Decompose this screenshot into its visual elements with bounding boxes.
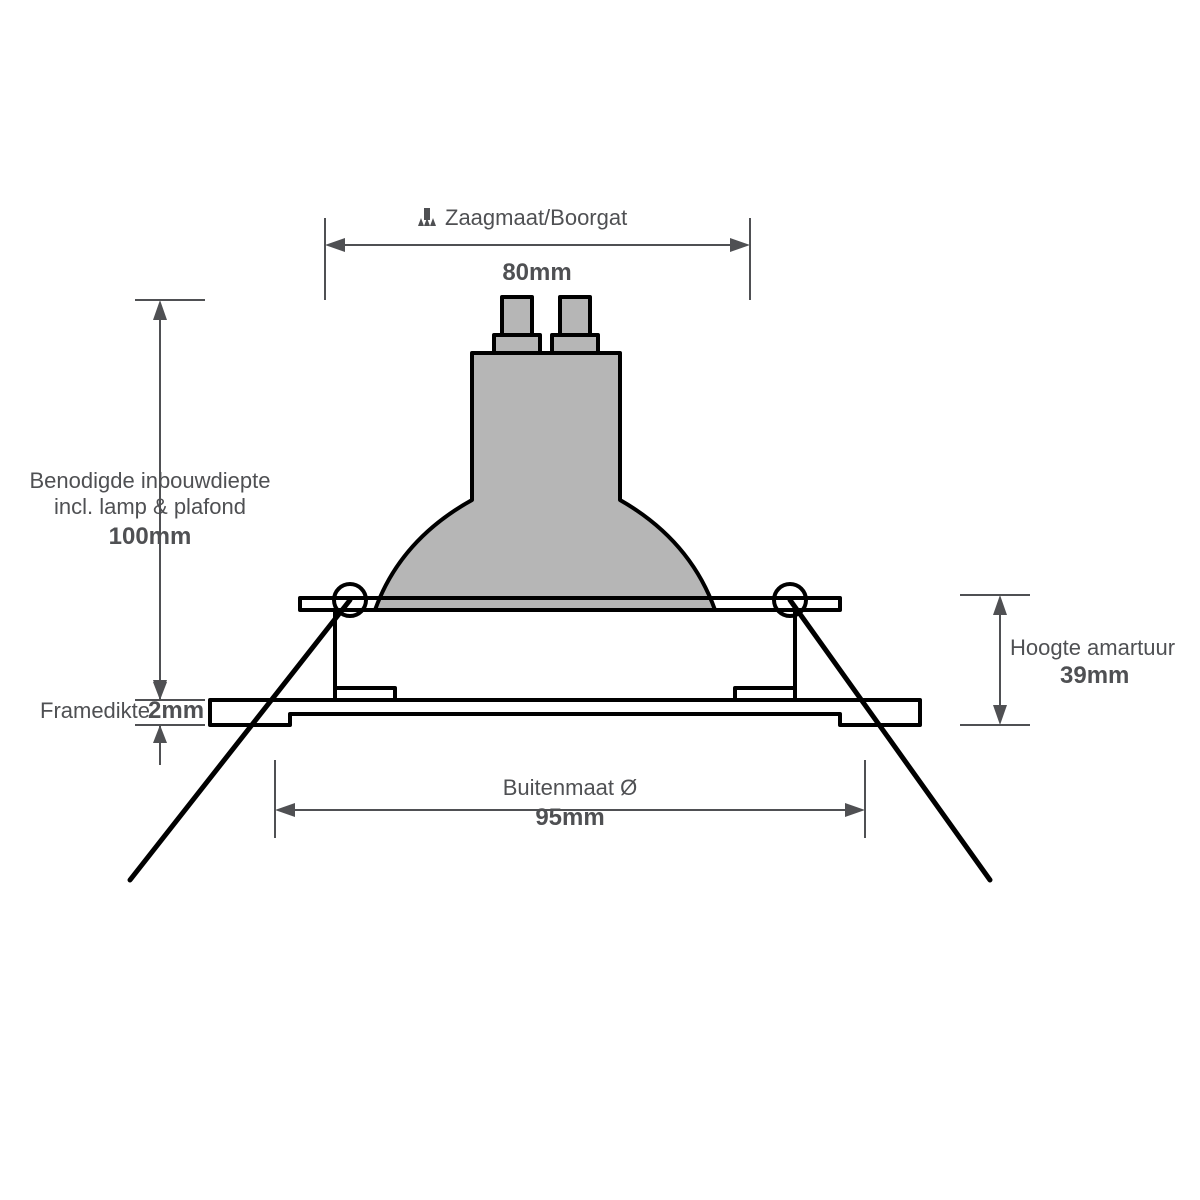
dim-cutout: Zaagmaat/Boorgat 80mm — [325, 205, 750, 300]
holesaw-icon — [418, 208, 436, 226]
dim-outer-label: Buitenmaat Ø — [503, 775, 638, 800]
dim-frame-thickness: Framedikte 2mm — [40, 660, 205, 765]
gu10-bulb — [375, 297, 715, 610]
technical-drawing: Zaagmaat/Boorgat 80mm — [0, 0, 1200, 1200]
dim-depth-label1: Benodigde inbouwdiepte — [30, 468, 271, 493]
dim-outer-diameter: Buitenmaat Ø 95mm — [275, 760, 865, 838]
dim-fixture-height: Hoogte amartuur 39mm — [960, 595, 1175, 725]
dim-build-depth: Benodigde inbouwdiepte incl. lamp & plaf… — [30, 300, 271, 700]
dim-frame-label: Framedikte — [40, 698, 150, 723]
dim-cutout-label: Zaagmaat/Boorgat — [445, 205, 627, 230]
dim-cutout-value: 80mm — [502, 259, 571, 286]
dim-depth-label2: incl. lamp & plafond — [54, 494, 246, 519]
dim-fixture-value: 39mm — [1060, 662, 1129, 689]
fixture — [130, 584, 990, 880]
dim-depth-value: 100mm — [109, 523, 192, 550]
dim-frame-value: 2mm — [148, 697, 204, 724]
dim-fixture-label: Hoogte amartuur — [1010, 635, 1175, 660]
dim-outer-value: 95mm — [535, 804, 604, 831]
